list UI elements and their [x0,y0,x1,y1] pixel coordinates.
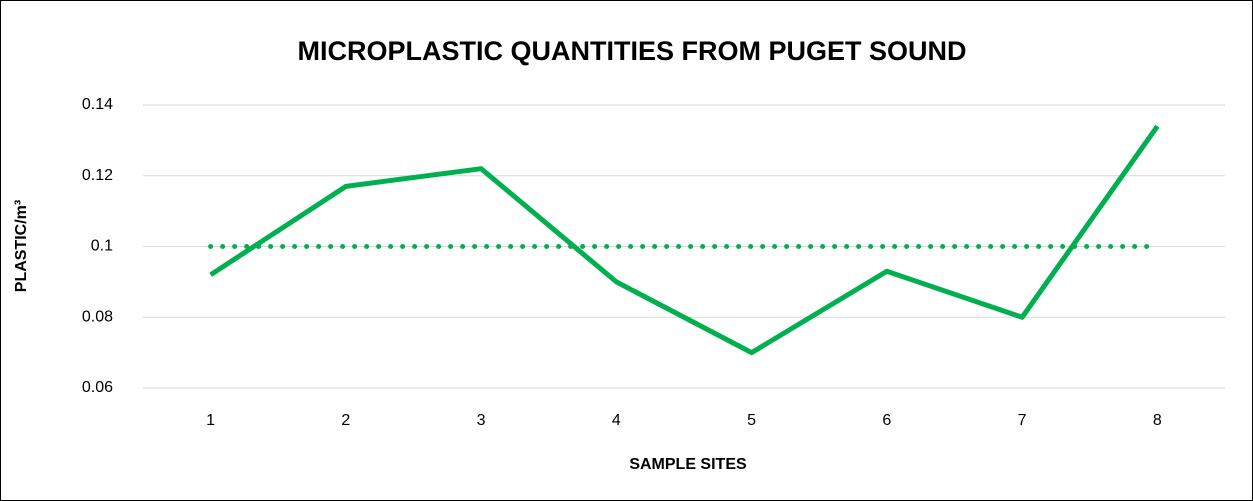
x-tick-label: 3 [477,412,486,429]
x-tick-label: 7 [1018,412,1027,429]
chart-title: MICROPLASTIC QUANTITIES FROM PUGET SOUND [297,36,966,66]
data-line [209,124,1160,356]
y-axis-label: PLASTIC/m³ [13,200,30,292]
x-tick-label: 4 [612,412,621,429]
y-tick-label: 0.12 [82,167,113,184]
x-axis-label: SAMPLE SITES [629,456,747,473]
x-tick-label: 2 [341,412,350,429]
y-tick-label: 0.1 [91,238,113,255]
y-tick-label: 0.06 [82,379,113,396]
x-tick-label: 6 [882,412,891,429]
x-tick-label: 5 [747,412,756,429]
x-tick-label: 1 [206,412,215,429]
y-tick-label: 0.08 [82,308,113,325]
x-tick-label: 8 [1153,412,1162,429]
y-tick-label: 0.14 [82,96,113,113]
